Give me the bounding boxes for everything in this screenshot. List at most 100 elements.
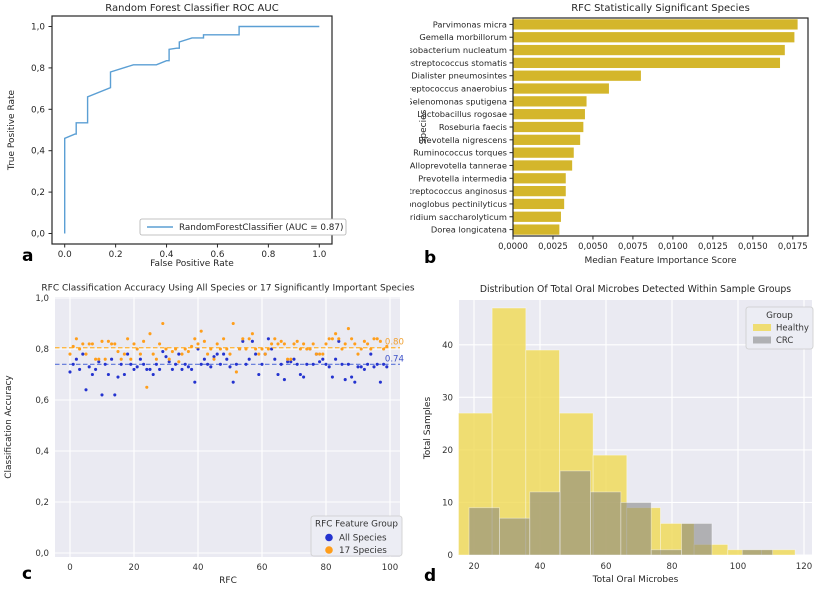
category-label: Dorea longicatena — [431, 225, 507, 235]
scatter-point — [298, 347, 302, 351]
scatter-point — [228, 352, 232, 356]
x-tick-label: 40 — [535, 562, 546, 572]
scatter-point — [145, 367, 149, 371]
y-tick-label: 0,4 — [35, 447, 49, 457]
y-axis-title: Classification Accuracy — [4, 375, 14, 479]
scatter-point — [350, 337, 354, 341]
scatter-point — [199, 329, 203, 333]
panel-letter-b: b — [424, 248, 437, 268]
scatter-point — [346, 327, 350, 331]
scatter-point — [193, 380, 197, 384]
scatter-point — [366, 342, 370, 346]
accuracy-scatter-chart: RFC Classification Accuracy Using All Sp… — [4, 284, 415, 587]
legend-swatch — [753, 336, 771, 344]
y-tick-label: 0,0 — [31, 230, 45, 240]
scatter-point — [167, 357, 171, 361]
scatter-point — [148, 332, 152, 336]
bar-12 — [513, 173, 566, 184]
scatter-point — [282, 378, 286, 382]
x-axis-title: Total Oral Microbes — [592, 575, 679, 585]
panel-letter-d: d — [424, 566, 437, 586]
y-tick-label: 0,8 — [31, 64, 45, 74]
scatter-point — [103, 362, 107, 366]
scatter-point — [286, 357, 290, 361]
y-axis-title: Species — [419, 109, 429, 144]
legend-dot — [325, 533, 333, 542]
scatter-point — [97, 357, 101, 361]
x-tick-label: 0.6 — [210, 250, 224, 260]
scatter-point — [110, 342, 114, 346]
scatter-point — [231, 380, 235, 384]
scatter-point — [126, 352, 130, 356]
scatter-point — [225, 357, 229, 361]
bar-6 — [513, 96, 587, 107]
scatter-point — [212, 355, 216, 359]
scatter-point — [218, 362, 222, 366]
scatter-point — [103, 357, 107, 361]
y-tick-label: 0,2 — [35, 498, 49, 508]
category-label: Alloprevotella tannerae — [410, 160, 507, 170]
x-axis-title: RFC — [219, 576, 237, 586]
scatter-point — [318, 352, 322, 356]
legend-label: Healthy — [776, 324, 809, 334]
scatter-point — [110, 357, 114, 361]
scatter-point — [282, 342, 286, 346]
category-label: Ruminococcus torques — [413, 148, 507, 158]
scatter-point — [305, 347, 309, 351]
scatter-point — [266, 337, 270, 341]
scatter-point — [151, 372, 155, 377]
scatter-point — [94, 357, 98, 361]
category-label: Peptostreptococcus anaerobius — [410, 84, 507, 94]
microbes-histogram-chart: Distribution Of Total Oral Microbes Dete… — [423, 284, 814, 585]
histogram-bar-crc — [468, 507, 500, 556]
scatter-point — [302, 342, 306, 346]
scatter-point — [180, 367, 184, 371]
scatter-point — [209, 365, 213, 369]
scatter-point — [116, 350, 120, 354]
scatter-point — [186, 350, 190, 354]
x-tick-label: 120 — [796, 562, 812, 572]
scatter-point — [196, 342, 200, 346]
category-label: Parvimonas micra — [433, 19, 507, 29]
scatter-point — [324, 362, 328, 366]
scatter-point — [314, 352, 318, 356]
scatter-point — [161, 350, 165, 354]
scatter-point — [132, 342, 136, 346]
x-tick-label: 40 — [193, 563, 204, 573]
scatter-point — [202, 339, 206, 343]
scatter-legend: RFC Feature Group All Species 17 Species — [310, 515, 403, 557]
y-tick-label: 0,4 — [31, 147, 45, 157]
y-tick-label: 40 — [442, 341, 453, 351]
scatter-point — [321, 357, 325, 361]
y-tick-label: 0,6 — [31, 105, 45, 115]
scatter-point — [260, 362, 264, 366]
bar-4 — [513, 70, 641, 81]
x-tick-label: 0.4 — [160, 250, 174, 260]
scatter-point — [289, 357, 293, 361]
scatter-point — [222, 352, 226, 356]
scatter-point — [84, 388, 88, 392]
scatter-point — [247, 357, 251, 361]
scatter-point — [266, 347, 270, 351]
scatter-point — [164, 355, 168, 359]
scatter-point — [257, 352, 261, 356]
scatter-point — [90, 342, 94, 346]
scatter-point — [218, 347, 222, 351]
legend-title: Group — [766, 311, 793, 321]
scatter-point — [337, 337, 341, 341]
scatter-point — [142, 339, 146, 343]
x-tick-label: 0.0 — [58, 250, 72, 260]
y-tick-label: 1,0 — [31, 23, 45, 33]
scatter-point — [183, 362, 187, 366]
scatter-point — [346, 362, 350, 366]
scatter-point — [273, 357, 277, 361]
scatter-point — [158, 342, 162, 346]
scatter-point — [289, 360, 293, 364]
scatter-point — [241, 339, 245, 343]
scatter-point — [343, 378, 347, 382]
scatter-point — [302, 375, 306, 379]
x-tick-label: 0,0075 — [618, 242, 648, 252]
scatter-point — [382, 362, 386, 366]
panel-species-bars: RFC Statistically Significant Species Par… — [410, 0, 821, 280]
category-label: Dialister pneumosintes — [411, 71, 507, 81]
